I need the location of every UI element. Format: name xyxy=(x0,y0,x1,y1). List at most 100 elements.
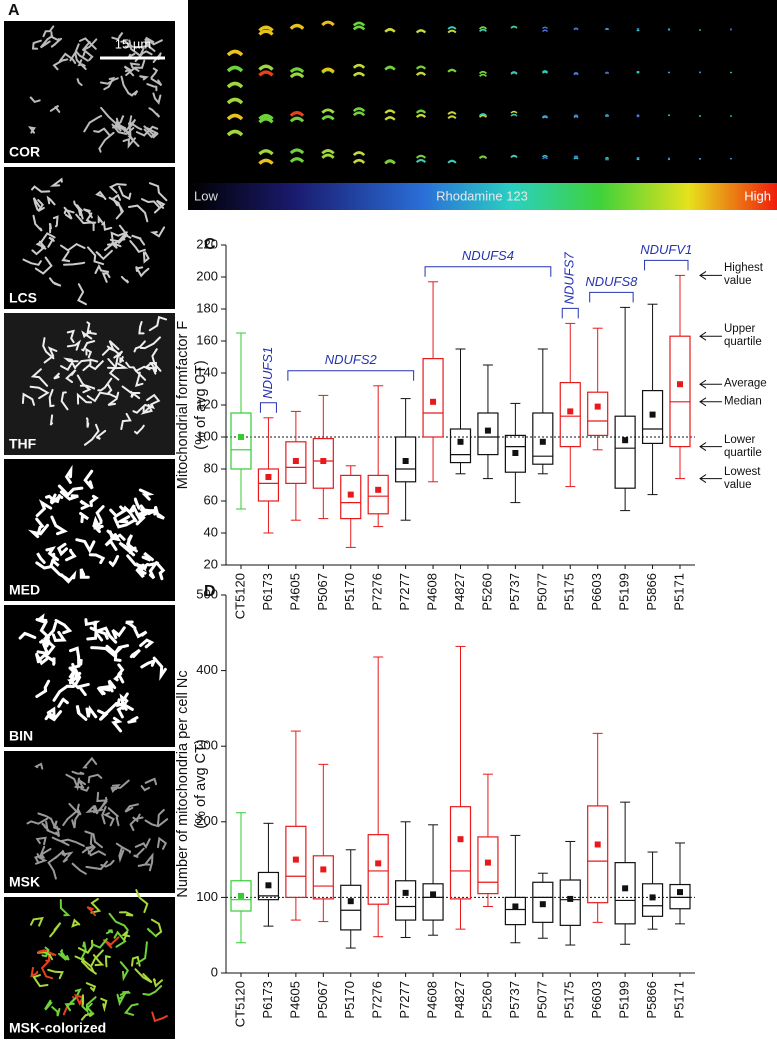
mitochondrion xyxy=(118,185,132,201)
mitochondrion xyxy=(93,519,104,530)
x-tick-label: P5737 xyxy=(507,573,522,611)
box xyxy=(669,883,691,910)
mitochondrion xyxy=(100,997,108,1013)
x-tick-label: P5260 xyxy=(479,573,494,611)
mitochondrion xyxy=(143,362,157,375)
mitochondrion xyxy=(110,231,128,243)
mitochondrion xyxy=(123,118,137,133)
mitochondrion xyxy=(111,31,124,41)
panel-label: D xyxy=(204,583,216,600)
mitochondrion xyxy=(109,505,127,518)
image-label: BIN xyxy=(9,728,33,744)
mitochondrion xyxy=(140,785,151,792)
mean xyxy=(649,894,656,901)
mitochondrion xyxy=(120,692,129,711)
mitochondrion xyxy=(60,949,70,961)
mitochondrion xyxy=(150,77,163,87)
mitochondrion xyxy=(100,77,119,85)
box xyxy=(395,436,417,483)
montage-object xyxy=(573,72,579,76)
montage-object xyxy=(415,159,427,164)
mitochondrion xyxy=(134,838,151,850)
mitochondrion xyxy=(79,512,90,524)
mitochondrion xyxy=(125,620,137,630)
key-arrow xyxy=(699,331,722,341)
montage-object xyxy=(447,68,457,73)
mitochondrion xyxy=(81,994,85,1007)
mitochondrion xyxy=(66,339,82,351)
y-axis-label: (% of avg CT) xyxy=(193,739,209,828)
mitochondrion xyxy=(32,197,41,211)
x-tick-label: P5067 xyxy=(315,573,330,611)
mitochondrion xyxy=(135,889,149,913)
mitochondrion xyxy=(52,58,69,71)
mitochondrion xyxy=(69,646,81,667)
mitochondrion xyxy=(148,182,168,202)
image-label: COR xyxy=(9,144,40,160)
montage-object xyxy=(352,63,366,69)
mitochondrion xyxy=(37,613,48,622)
mitochondrion xyxy=(87,773,103,784)
montage-object xyxy=(478,155,488,160)
mitochondrion xyxy=(31,185,51,193)
mitochondrion xyxy=(31,39,42,50)
x-tick-label: P5170 xyxy=(342,981,357,1019)
mitochondrion xyxy=(18,631,37,640)
mitochondrion xyxy=(131,234,146,246)
montage-object xyxy=(289,148,305,155)
montage-object xyxy=(384,28,396,33)
mitochondrion xyxy=(95,190,107,200)
mitochondrion xyxy=(148,561,158,580)
montage-object xyxy=(573,114,579,117)
mitochondrion xyxy=(153,199,166,214)
mitochondrion xyxy=(139,638,155,649)
mitochondrion xyxy=(86,906,96,917)
mitochondrion xyxy=(75,204,83,217)
mean xyxy=(567,408,574,415)
mitochondrion xyxy=(123,65,135,77)
mitochondrion xyxy=(128,115,143,131)
montage-object xyxy=(447,29,457,34)
montage-object xyxy=(352,25,366,31)
mitochondrion xyxy=(69,50,87,70)
mitochondrion xyxy=(104,955,111,968)
mitochondrion xyxy=(63,357,79,363)
montage-object xyxy=(258,70,274,77)
mitochondrion xyxy=(48,277,62,287)
x-tick-label: P5199 xyxy=(617,981,632,1019)
mitochondrion xyxy=(107,362,129,370)
group-bracket xyxy=(561,307,579,319)
mitochondrion xyxy=(60,391,69,411)
montage-object xyxy=(384,116,396,121)
mitochondrion xyxy=(47,855,58,880)
group-label: NDUFS4 xyxy=(462,248,514,263)
montage-object xyxy=(289,157,305,163)
mean xyxy=(238,434,244,440)
box xyxy=(614,862,636,925)
mitochondrion xyxy=(80,941,87,959)
group-label: NDUFV1 xyxy=(640,242,692,257)
mitochondrion xyxy=(133,497,141,510)
panel-label: C xyxy=(204,236,216,253)
mitochondrion xyxy=(154,505,165,520)
mitochondrion xyxy=(101,805,107,825)
mitochondrion xyxy=(81,38,98,52)
mitochondrion xyxy=(50,515,68,536)
mitochondrion xyxy=(135,266,150,278)
mitochondrion xyxy=(81,996,97,1014)
group-bracket xyxy=(589,291,634,303)
x-tick-label: P6603 xyxy=(589,573,604,611)
mitochondrion xyxy=(60,242,86,252)
y-tick-label: 80 xyxy=(204,460,218,475)
mitochondrion xyxy=(54,618,73,635)
mitochondrion xyxy=(133,340,146,353)
mitochondrion xyxy=(100,859,115,868)
box xyxy=(257,871,280,901)
mitochondrion xyxy=(96,626,118,644)
mean xyxy=(484,859,491,866)
x-tick-label: P4827 xyxy=(452,573,467,611)
x-tick-label: P4608 xyxy=(425,981,440,1019)
mitochondrion xyxy=(108,530,122,542)
montage-object xyxy=(604,115,610,118)
x-tick-label: P4827 xyxy=(452,981,467,1019)
